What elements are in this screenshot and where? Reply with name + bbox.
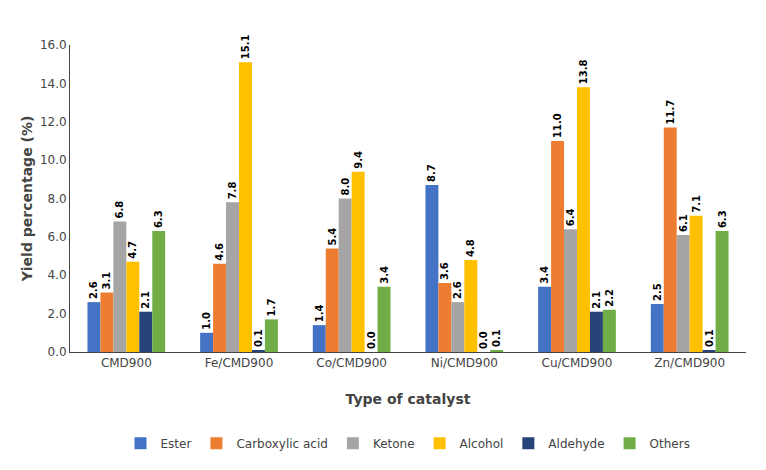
svg-text:3.4: 3.4 bbox=[539, 266, 550, 284]
svg-text:Carboxylic acid: Carboxylic acid bbox=[236, 437, 327, 451]
svg-text:Type of catalyst: Type of catalyst bbox=[346, 391, 471, 407]
svg-text:11.7: 11.7 bbox=[665, 100, 676, 125]
svg-text:4.7: 4.7 bbox=[127, 241, 138, 259]
svg-text:2.0: 2.0 bbox=[48, 307, 67, 321]
svg-text:0.1: 0.1 bbox=[704, 329, 715, 347]
svg-text:2.5: 2.5 bbox=[652, 283, 663, 301]
svg-text:CMD900: CMD900 bbox=[101, 356, 152, 370]
svg-text:Others: Others bbox=[650, 437, 690, 451]
svg-text:2.6: 2.6 bbox=[88, 281, 99, 299]
svg-text:3.4: 3.4 bbox=[379, 266, 390, 284]
svg-text:4.6: 4.6 bbox=[214, 243, 225, 261]
svg-text:Zn/CMD900: Zn/CMD900 bbox=[654, 356, 725, 370]
svg-text:Cu/CMD900: Cu/CMD900 bbox=[542, 356, 613, 370]
svg-text:13.8: 13.8 bbox=[578, 59, 589, 84]
svg-text:6.3: 6.3 bbox=[717, 210, 728, 228]
svg-text:8.0: 8.0 bbox=[340, 178, 351, 196]
svg-text:4.8: 4.8 bbox=[465, 239, 476, 257]
svg-text:0.0: 0.0 bbox=[48, 345, 67, 359]
svg-text:1.4: 1.4 bbox=[314, 304, 325, 322]
svg-text:0.1: 0.1 bbox=[253, 329, 264, 347]
svg-text:11.0: 11.0 bbox=[552, 113, 563, 138]
svg-text:8.0: 8.0 bbox=[48, 192, 67, 206]
svg-text:6.1: 6.1 bbox=[678, 214, 689, 232]
svg-text:Aldehyde: Aldehyde bbox=[548, 437, 604, 451]
svg-text:1.7: 1.7 bbox=[266, 299, 277, 317]
svg-text:6.0: 6.0 bbox=[48, 230, 67, 244]
svg-text:16.0: 16.0 bbox=[40, 38, 67, 52]
svg-text:1.0: 1.0 bbox=[201, 312, 212, 330]
svg-text:0.0: 0.0 bbox=[366, 331, 377, 349]
svg-text:6.3: 6.3 bbox=[153, 210, 164, 228]
svg-text:3.1: 3.1 bbox=[101, 272, 112, 290]
svg-text:2.6: 2.6 bbox=[452, 281, 463, 299]
svg-text:0.1: 0.1 bbox=[491, 329, 502, 347]
svg-text:14.0: 14.0 bbox=[40, 77, 67, 91]
svg-text:7.8: 7.8 bbox=[227, 182, 238, 200]
svg-text:15.1: 15.1 bbox=[240, 35, 251, 60]
svg-text:2.1: 2.1 bbox=[591, 291, 602, 309]
svg-text:5.4: 5.4 bbox=[327, 228, 338, 246]
svg-text:Co/CMD900: Co/CMD900 bbox=[316, 356, 387, 370]
svg-text:9.4: 9.4 bbox=[353, 151, 364, 169]
svg-text:3.6: 3.6 bbox=[439, 262, 450, 280]
svg-text:12.0: 12.0 bbox=[40, 115, 67, 129]
svg-text:10.0: 10.0 bbox=[40, 153, 67, 167]
svg-text:7.1: 7.1 bbox=[691, 195, 702, 213]
svg-text:Yield percentage (%): Yield percentage (%) bbox=[19, 116, 35, 283]
svg-text:Alcohol: Alcohol bbox=[460, 437, 504, 451]
svg-text:Fe/CMD900: Fe/CMD900 bbox=[205, 356, 274, 370]
svg-text:Ester: Ester bbox=[161, 437, 192, 451]
svg-text:8.7: 8.7 bbox=[426, 164, 437, 182]
svg-text:6.8: 6.8 bbox=[114, 201, 125, 219]
svg-text:2.2: 2.2 bbox=[604, 289, 615, 307]
svg-text:0.0: 0.0 bbox=[478, 331, 489, 349]
svg-text:6.4: 6.4 bbox=[565, 208, 576, 226]
svg-text:4.0: 4.0 bbox=[48, 268, 67, 282]
svg-text:Ketone: Ketone bbox=[373, 437, 415, 451]
svg-text:Ni/CMD900: Ni/CMD900 bbox=[431, 356, 498, 370]
svg-text:2.1: 2.1 bbox=[140, 291, 151, 309]
